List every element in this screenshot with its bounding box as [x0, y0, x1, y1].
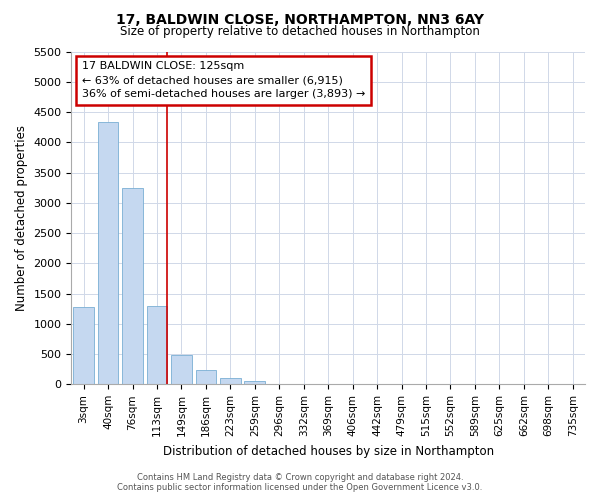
Y-axis label: Number of detached properties: Number of detached properties — [15, 125, 28, 311]
X-axis label: Distribution of detached houses by size in Northampton: Distribution of detached houses by size … — [163, 444, 494, 458]
Bar — [98, 122, 118, 384]
Bar — [196, 370, 217, 384]
Bar — [122, 188, 143, 384]
Text: Contains HM Land Registry data © Crown copyright and database right 2024.
Contai: Contains HM Land Registry data © Crown c… — [118, 473, 482, 492]
Text: Size of property relative to detached houses in Northampton: Size of property relative to detached ho… — [120, 25, 480, 38]
Bar — [244, 380, 265, 384]
Text: 17, BALDWIN CLOSE, NORTHAMPTON, NN3 6AY: 17, BALDWIN CLOSE, NORTHAMPTON, NN3 6AY — [116, 12, 484, 26]
Bar — [171, 356, 192, 384]
Text: 17 BALDWIN CLOSE: 125sqm
← 63% of detached houses are smaller (6,915)
36% of sem: 17 BALDWIN CLOSE: 125sqm ← 63% of detach… — [82, 62, 365, 100]
Bar — [220, 378, 241, 384]
Bar — [146, 306, 167, 384]
Bar — [73, 308, 94, 384]
